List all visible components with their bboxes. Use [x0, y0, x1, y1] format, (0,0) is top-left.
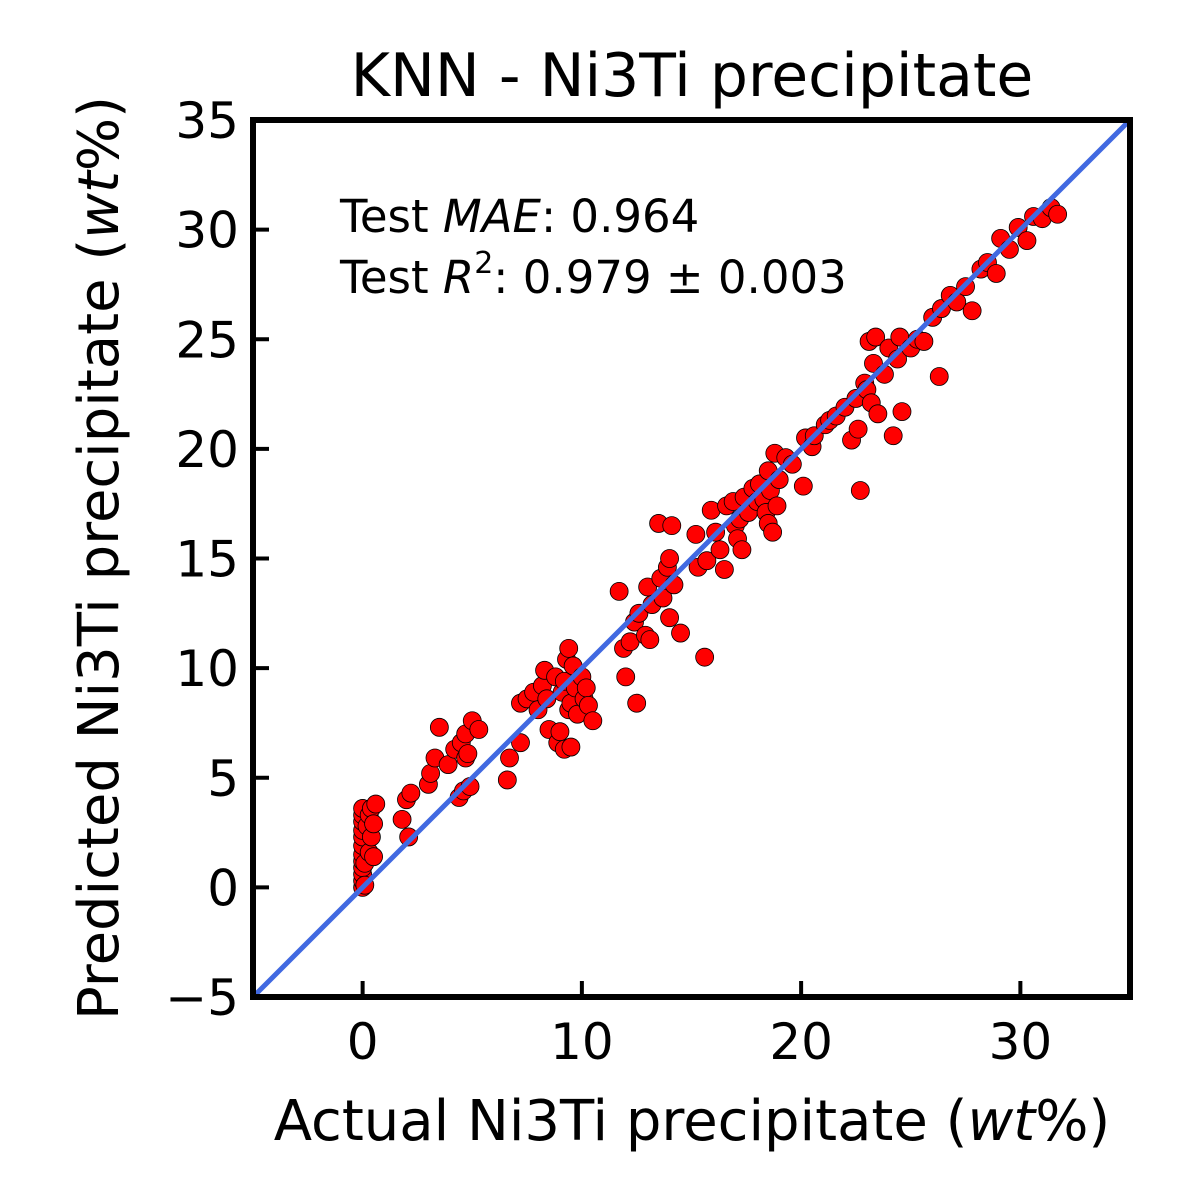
data-point: [868, 404, 888, 424]
data-point: [710, 540, 730, 560]
y-tick-label: 0: [207, 859, 239, 917]
y-axis-ticks: −5 0 5 10 15 20 25 30 35: [165, 92, 269, 1027]
data-point: [576, 678, 596, 698]
x-tick-label: 30: [989, 1013, 1053, 1071]
data-point: [511, 733, 530, 753]
y-tick-label: −5: [165, 969, 239, 1027]
data-point: [364, 847, 383, 867]
identity-line: [251, 118, 1132, 999]
r2-value: : 0.979 ± 0.003: [493, 251, 846, 304]
y-tick-label: 10: [175, 640, 239, 698]
data-point: [866, 327, 886, 347]
data-point: [793, 476, 813, 496]
y-tick-label: 5: [207, 750, 239, 808]
data-point: [671, 623, 690, 643]
data-point: [638, 577, 658, 597]
data-point: [616, 667, 636, 687]
data-point: [366, 794, 386, 814]
data-point: [500, 748, 519, 768]
data-point: [401, 783, 421, 803]
data-point: [1017, 231, 1037, 250]
data-point: [962, 301, 982, 321]
x-tick-label: 0: [347, 1013, 379, 1071]
x-axis-label-text: Actual Ni3Ti precipitate (: [274, 1089, 968, 1154]
data-point: [550, 722, 570, 742]
data-point: [609, 581, 629, 601]
data-point: [561, 737, 581, 757]
data-point: [559, 638, 579, 658]
data-point: [458, 744, 478, 764]
r2-annotation: Test R2: 0.979 ± 0.003: [339, 246, 847, 304]
data-point: [627, 693, 647, 713]
data-point: [364, 814, 383, 834]
y-axis-label: Predicted Ni3Ti precipitate (wt%): [67, 96, 132, 1020]
mae-annotation: Test MAE: 0.964: [339, 190, 699, 243]
data-point: [686, 524, 706, 544]
data-point: [714, 560, 734, 579]
r2-metric: R: [443, 251, 474, 304]
data-point: [392, 810, 412, 829]
data-point: [767, 496, 787, 516]
y-axis-label-suffix: %): [67, 96, 132, 171]
x-axis-label: Actual Ni3Ti precipitate (wt%): [274, 1089, 1111, 1154]
data-point: [883, 426, 903, 446]
data-point: [640, 630, 660, 650]
y-tick-label: 20: [175, 421, 239, 479]
mae-prefix: Test: [339, 190, 443, 243]
data-point: [697, 551, 717, 571]
data-point: [660, 549, 679, 568]
data-point: [914, 332, 934, 351]
x-axis-label-unit: wt: [967, 1089, 1037, 1154]
chart-title: KNN - Ni3Ti precipitate: [351, 41, 1034, 111]
x-tick-label: 10: [550, 1013, 614, 1071]
data-point: [469, 720, 489, 739]
r2-sup: 2: [474, 246, 493, 281]
plot-area: [251, 118, 1132, 999]
data-point: [848, 419, 868, 439]
mae-value: : 0.964: [541, 190, 699, 243]
data-point: [732, 540, 752, 560]
data-point: [399, 827, 419, 847]
data-point: [660, 608, 679, 628]
x-tick-label: 20: [769, 1013, 833, 1071]
data-point: [929, 367, 949, 386]
data-point: [662, 516, 682, 536]
data-point: [763, 522, 783, 542]
data-point: [892, 402, 912, 422]
r2-prefix: Test: [339, 251, 443, 304]
y-axis-label-unit: wt: [67, 169, 132, 239]
y-axis-label-text: Predicted Ni3Ti precipitate (: [67, 239, 132, 1020]
data-point: [1008, 218, 1028, 237]
data-point: [986, 264, 1006, 283]
data-point: [429, 717, 449, 737]
data-point: [497, 770, 517, 790]
data-point: [1048, 204, 1068, 224]
data-point: [850, 481, 870, 500]
mae-metric: MAE: [443, 190, 542, 243]
data-point: [695, 647, 715, 667]
y-tick-label: 15: [175, 531, 239, 589]
x-axis-label-suffix: %): [1035, 1089, 1110, 1154]
y-tick-label: 30: [175, 202, 239, 260]
x-axis-ticks: 0 10 20 30: [347, 981, 1052, 1071]
y-tick-label: 25: [175, 311, 239, 369]
y-tick-label: 35: [175, 92, 239, 150]
data-point: [583, 711, 603, 731]
